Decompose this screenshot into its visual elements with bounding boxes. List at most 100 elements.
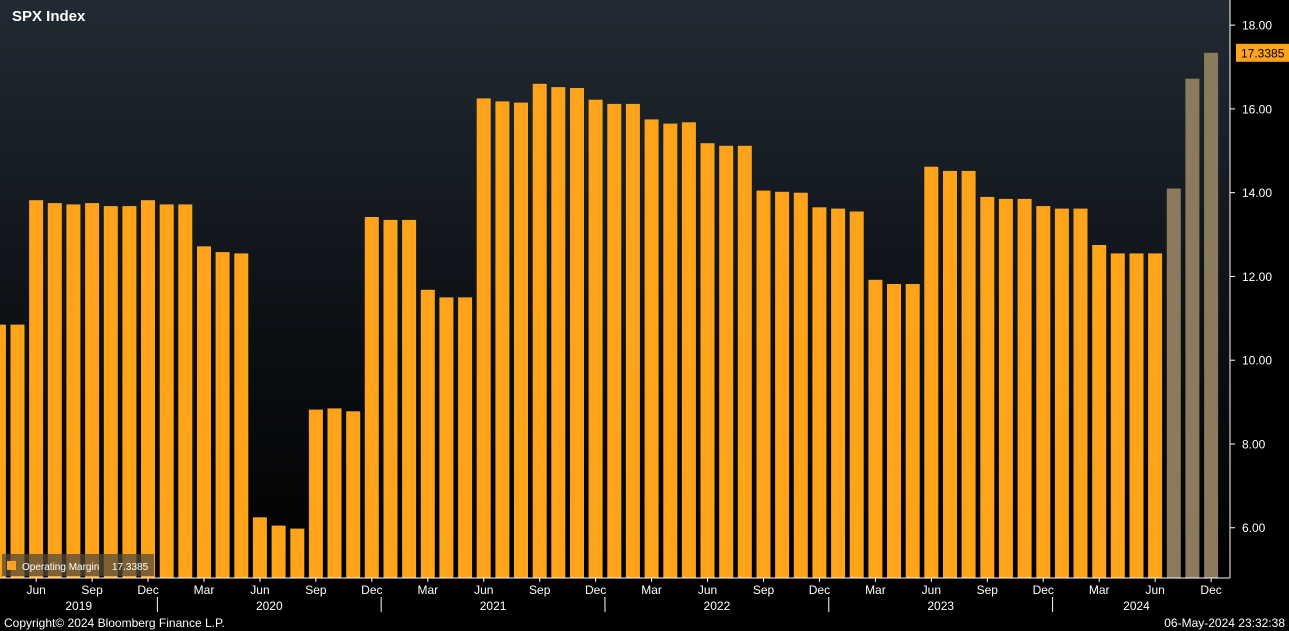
y-axis: 18.00 16.00 14.00 12.00 10.00 8.00 6.00 — [1229, 0, 1272, 578]
bar — [625, 103, 640, 579]
legend: Operating Margin 17.3385 — [2, 554, 154, 576]
bar — [1092, 245, 1107, 578]
x-year-label: 2022 — [704, 599, 731, 613]
x-month-label: Dec — [1200, 583, 1221, 597]
x-month-label: Sep — [529, 583, 551, 597]
bar — [10, 324, 25, 578]
bar — [1166, 188, 1181, 578]
bar — [998, 198, 1013, 578]
x-month-label: Jun — [1145, 583, 1164, 597]
bar — [215, 252, 230, 578]
x-year-label: 2021 — [480, 599, 507, 613]
y-tick-label: 8.00 — [1242, 437, 1266, 451]
legend-series-value: 17.3385 — [112, 562, 149, 573]
last-value-label: 17.3385 — [1236, 43, 1289, 62]
y-tick-label: 14.00 — [1242, 186, 1272, 200]
bar — [0, 324, 6, 578]
y-tick-label: 12.00 — [1242, 270, 1272, 284]
x-month-label: Dec — [585, 583, 606, 597]
timestamp-text: 06-May-2024 23:32:38 — [1164, 616, 1285, 630]
bar — [737, 145, 752, 579]
bar — [812, 207, 827, 579]
x-month-label: Dec — [809, 583, 830, 597]
x-year-label: 2019 — [65, 599, 92, 613]
bar — [1073, 208, 1088, 578]
last-value-text: 17.3385 — [1241, 46, 1285, 60]
bar — [849, 211, 864, 578]
x-month-label: Dec — [137, 583, 158, 597]
bar — [924, 166, 939, 578]
bar — [532, 83, 547, 579]
bar — [1036, 206, 1051, 578]
bar — [644, 119, 659, 579]
x-month-label: Jun — [474, 583, 493, 597]
x-month-label: Jun — [250, 583, 269, 597]
bar — [1185, 78, 1200, 578]
chart-title: SPX Index — [12, 8, 86, 25]
y-tick-label: 10.00 — [1242, 354, 1272, 368]
bar — [887, 284, 901, 578]
bar — [47, 203, 62, 578]
x-month-label: Dec — [1033, 583, 1054, 597]
bar — [66, 204, 81, 578]
bar — [159, 204, 174, 578]
bar — [271, 525, 286, 578]
y-tick-label: 6.00 — [1242, 521, 1266, 535]
bar — [346, 411, 361, 578]
bar — [327, 408, 342, 578]
x-month-label: Sep — [81, 583, 103, 597]
bar — [234, 253, 249, 578]
bar — [495, 101, 510, 579]
bar — [290, 528, 305, 578]
bar — [663, 123, 678, 578]
bar — [905, 284, 920, 578]
copyright-text: Copyright© 2024 Bloomberg Finance L.P. — [4, 616, 225, 630]
x-year-label: 2024 — [1123, 599, 1150, 613]
bar — [1148, 253, 1163, 578]
bar — [570, 88, 584, 578]
bar — [364, 217, 379, 578]
bar — [1110, 253, 1125, 578]
x-month-label: Jun — [26, 583, 45, 597]
x-month-label: Sep — [305, 583, 327, 597]
bar — [439, 297, 454, 578]
x-month-label: Sep — [977, 583, 999, 597]
bar — [1129, 253, 1144, 578]
bar — [252, 517, 267, 578]
bar — [1054, 208, 1069, 578]
bar — [831, 208, 846, 578]
bar — [868, 279, 883, 578]
bars-group — [0, 52, 1219, 579]
x-month-label: Mar — [417, 583, 438, 597]
bar — [943, 170, 957, 578]
bar — [961, 170, 976, 578]
x-month-label: Dec — [361, 583, 382, 597]
bar — [551, 87, 566, 578]
x-month-label: Mar — [641, 583, 662, 597]
bar — [588, 99, 603, 578]
bar — [980, 196, 995, 578]
bar — [1017, 198, 1032, 578]
legend-box — [2, 554, 154, 576]
bar — [29, 200, 44, 578]
bar — [476, 98, 491, 579]
x-month-label: Mar — [865, 583, 886, 597]
x-month-label: Mar — [194, 583, 215, 597]
bar — [383, 219, 398, 578]
bar — [719, 145, 734, 579]
bar — [402, 219, 417, 578]
bar — [141, 200, 155, 578]
bar — [197, 246, 211, 579]
bar — [681, 122, 696, 579]
x-month-label: Jun — [922, 583, 941, 597]
y-tick-label: 18.00 — [1242, 19, 1272, 33]
bar — [514, 102, 528, 578]
bar — [122, 206, 137, 578]
x-month-label: Mar — [1089, 583, 1110, 597]
bar — [458, 297, 473, 578]
x-month-label: Sep — [753, 583, 775, 597]
bar — [1204, 52, 1219, 579]
legend-swatch — [7, 561, 16, 570]
bar — [607, 103, 622, 579]
